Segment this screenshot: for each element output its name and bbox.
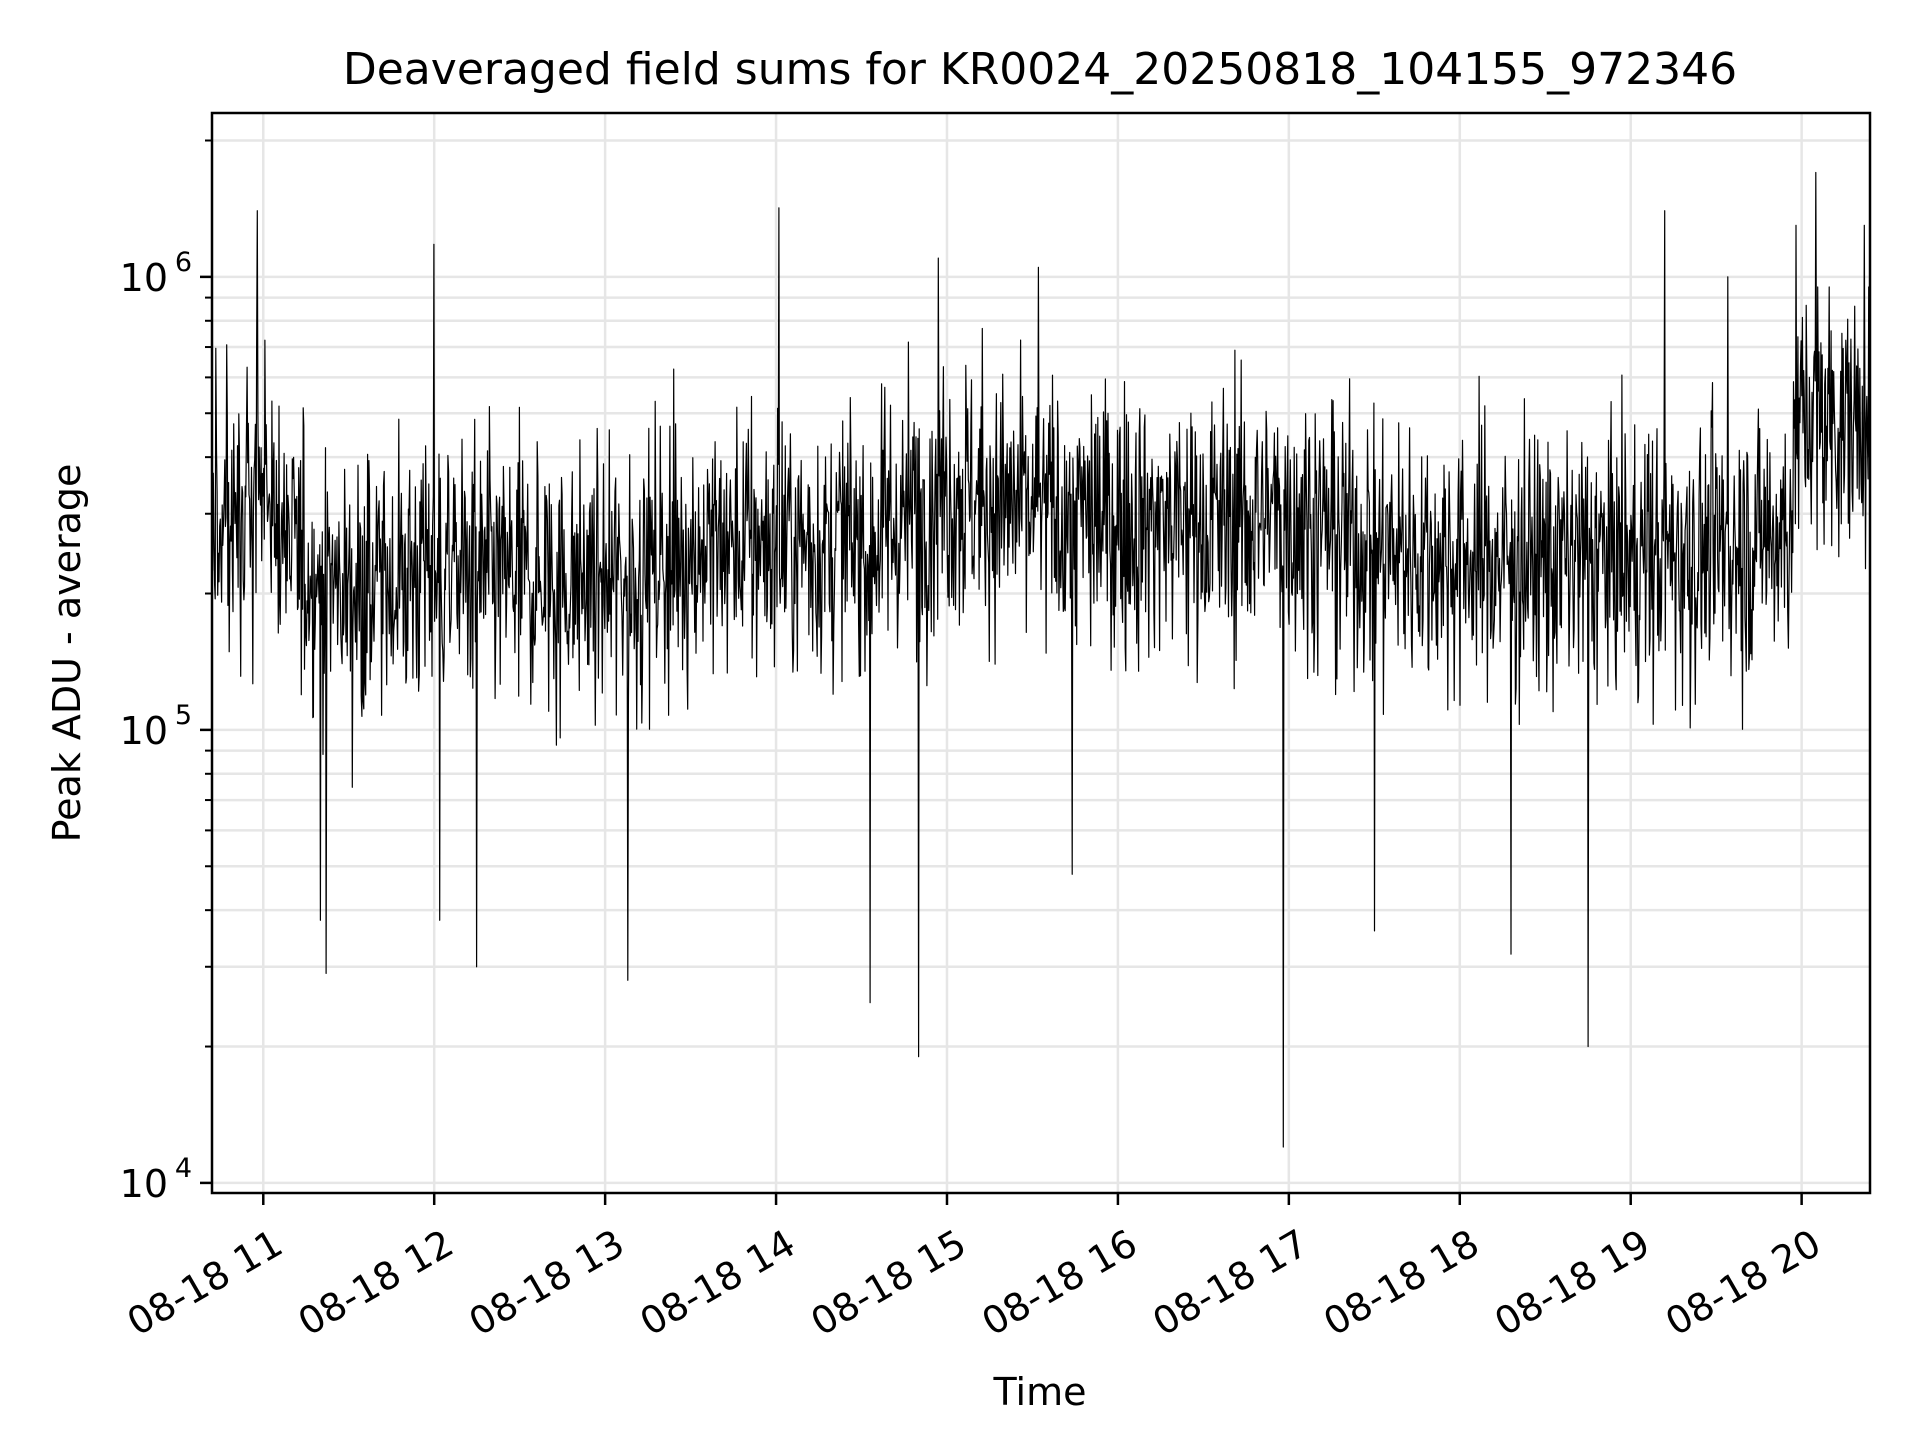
y-tick-label: 10 <box>120 256 168 300</box>
plot-area-frame <box>210 111 1872 1195</box>
y-tick-label: 10 <box>120 1162 168 1206</box>
y-tick-label: 10 <box>120 709 168 753</box>
x-axis-label: Time <box>993 1370 1087 1414</box>
data-series <box>211 171 1871 1148</box>
y-tick-exponent: 5 <box>175 700 192 731</box>
series-line <box>211 171 1871 1148</box>
chart-title: Deaveraged field sums for KR0024_2025081… <box>343 44 1737 95</box>
y-tick-base: 10 <box>120 1162 168 1206</box>
y-tick-exponent: 4 <box>175 1153 192 1184</box>
y-tick-base: 10 <box>120 256 168 300</box>
y-tick-base: 10 <box>120 709 168 753</box>
y-tick-exponent: 6 <box>175 247 192 278</box>
y-axis-label: Peak ADU - average <box>45 464 89 843</box>
